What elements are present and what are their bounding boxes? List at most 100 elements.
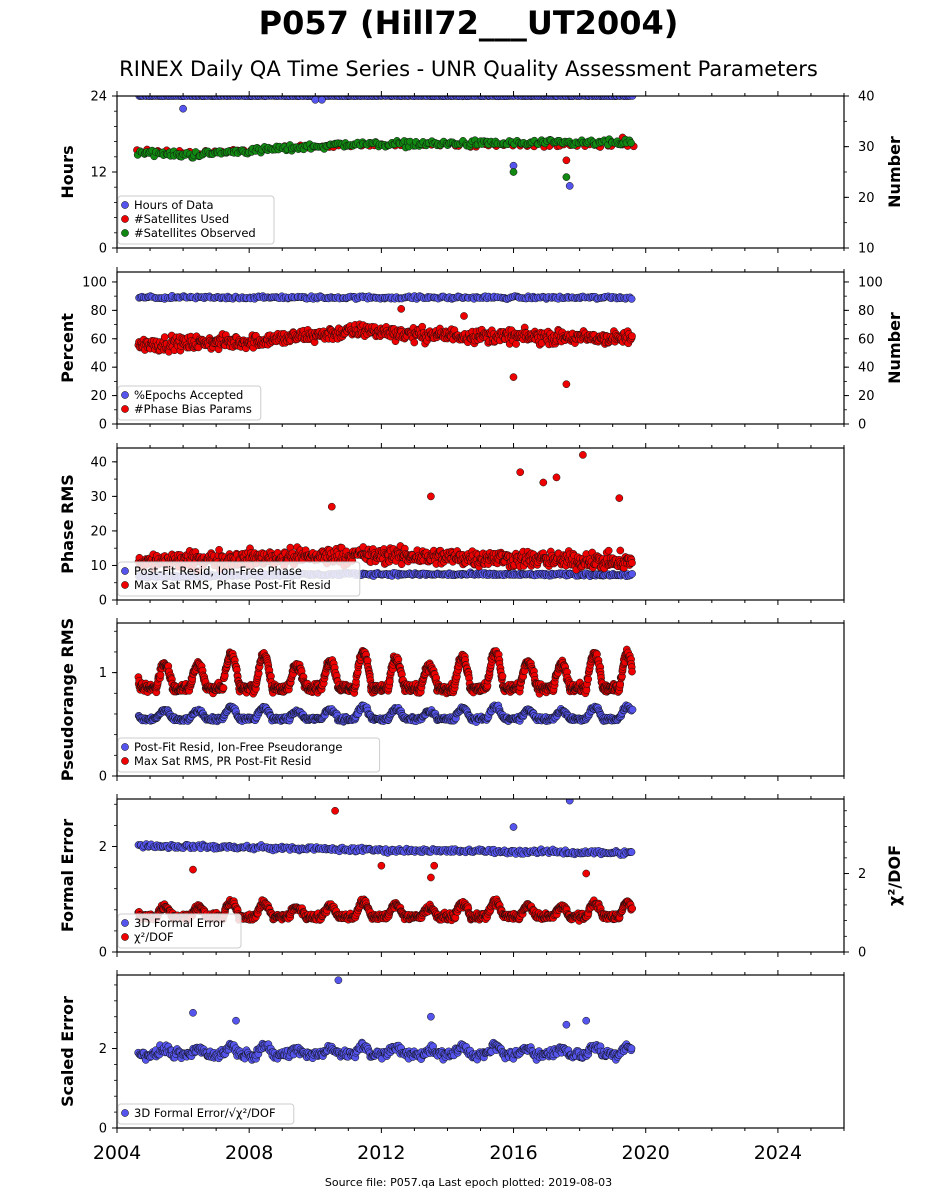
chart-subtitle: RINEX Daily QA Time Series - UNR Quality… (119, 57, 818, 81)
legend-label: %Epochs Accepted (134, 388, 243, 402)
legend-marker (121, 405, 129, 413)
legend-label: Post-Fit Resid, Ion-Free Phase (134, 564, 302, 578)
outlier-point (562, 156, 571, 165)
data-point (582, 686, 591, 695)
y-tick-label: 20 (90, 524, 107, 539)
series-1 (135, 291, 636, 303)
panel-3: 0 10 20 30 40 Phase RMS Post-Fit Resid, Ion-Fr… (58, 443, 845, 609)
outlier-point (460, 312, 468, 320)
data-point (397, 560, 406, 569)
y-tick-label: 20 (90, 389, 107, 404)
legend-marker (121, 567, 129, 575)
outlier-point (552, 473, 561, 482)
data-point (628, 96, 637, 100)
data-point (385, 677, 394, 686)
legend-label: Hours of Data (134, 198, 214, 212)
outlier-point (562, 380, 571, 389)
data-point (512, 340, 520, 348)
y-axis-label: Percent (58, 313, 77, 383)
y-tick-label: 80 (90, 304, 107, 319)
data-point (616, 546, 625, 555)
data-point (628, 570, 636, 578)
outlier-point (562, 173, 571, 181)
outlier-point (318, 96, 326, 104)
y-tick-label: 100 (82, 275, 107, 290)
series-2 (134, 451, 636, 575)
y-tick-label: 12 (90, 166, 107, 181)
outlier-point (427, 492, 435, 501)
legend-marker (121, 391, 129, 399)
series-1 (134, 701, 637, 726)
y-tick-label: 24 (90, 90, 107, 105)
legend-box (117, 195, 275, 245)
data-point (604, 546, 613, 555)
legend-label: #Satellites Used (134, 212, 229, 226)
legend-box (117, 561, 361, 597)
data-point (215, 545, 223, 554)
data-point (156, 671, 165, 679)
y-right-tick-label: 10 (858, 242, 875, 257)
y-axis-label: Hours (58, 145, 77, 198)
data-point (628, 559, 636, 567)
scatter-points (134, 291, 636, 389)
y-tick-label: 10 (90, 559, 107, 574)
scatter-points (134, 645, 637, 726)
data-point (160, 333, 169, 341)
series-3 (133, 135, 635, 181)
y-right-tick-label: 20 (858, 389, 875, 404)
y-tick-label: 40 (90, 455, 107, 470)
legend-marker (121, 215, 129, 223)
y-right-tick-label: 0 (858, 418, 866, 433)
data-point (363, 656, 372, 665)
data-point (628, 705, 637, 714)
y-right-tick-label: 80 (858, 304, 875, 319)
legend-marker (121, 581, 129, 589)
scatter-points (133, 96, 638, 190)
y-right-tick-label: 20 (858, 191, 875, 206)
outlier-point (615, 494, 624, 502)
y-right-tick-label: 40 (858, 361, 875, 376)
y-right-tick-label: 100 (858, 275, 883, 290)
y-tick-label: 40 (90, 361, 107, 376)
y-tick-label: 30 (90, 490, 107, 505)
legend-marker (121, 201, 129, 209)
outlier-point (539, 478, 548, 487)
y-tick-label: 0 (99, 594, 107, 609)
data-point (219, 684, 228, 692)
y-right-tick-label: 40 (858, 90, 875, 105)
outlier-point (509, 373, 518, 381)
y-tick-label: 0 (99, 242, 107, 257)
series-2 (134, 645, 636, 698)
legend-label: Max Sat RMS, Phase Post-Fit Resid (134, 578, 331, 592)
y-right-tick-label: 60 (858, 332, 875, 347)
chart-title: P057 (Hill72___UT2004) (258, 4, 679, 42)
y-right-axis-label: Number (885, 136, 904, 208)
y-axis-label: Phase RMS (58, 474, 77, 574)
y-right-tick-label: 30 (858, 140, 875, 155)
legend-label: #Satellites Observed (134, 226, 256, 240)
series-2 (134, 305, 636, 389)
legend-box (117, 385, 262, 421)
panel-2: 020406080100Percent020406080100Number%Ep… (58, 267, 904, 433)
outlier-point (516, 468, 525, 477)
outlier-point (565, 182, 574, 190)
data-point (628, 332, 636, 340)
outlier-point (397, 305, 406, 313)
y-tick-label: 0 (99, 418, 107, 433)
outlier-point (327, 502, 336, 511)
data-point (627, 295, 636, 303)
data-point (584, 675, 593, 684)
outlier-point (311, 96, 320, 104)
legend-marker (121, 229, 129, 237)
outlier-point (579, 451, 587, 459)
outlier-point (179, 104, 187, 113)
data-point (410, 338, 419, 347)
outlier-point (509, 168, 518, 176)
data-point (627, 139, 635, 147)
data-point (498, 672, 507, 681)
y-right-axis-label: Number (885, 312, 904, 384)
legend-label: #Phase Bias Params (134, 402, 252, 416)
